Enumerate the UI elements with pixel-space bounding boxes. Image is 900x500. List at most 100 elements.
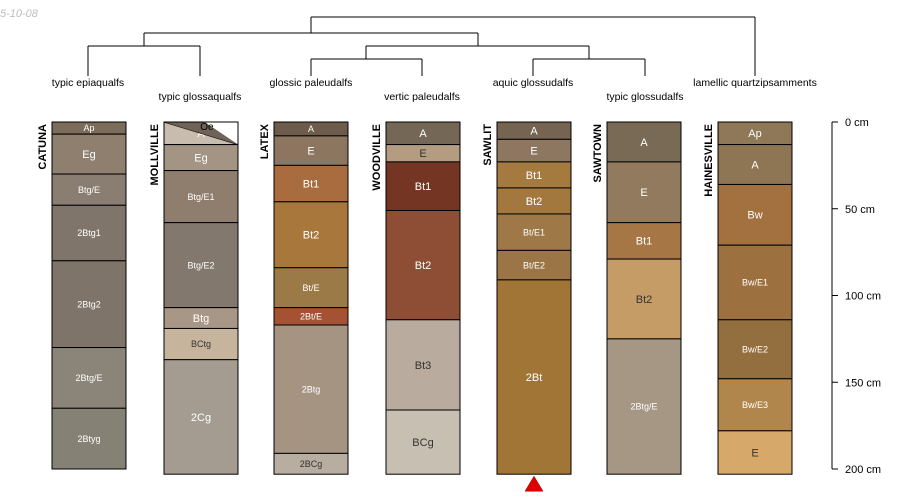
profile-name: MOLLVILLE [149,124,161,186]
horizon-sawlit-5 [496,213,572,251]
horizon-label: 2Cg [191,412,211,424]
horizon-label: A [640,137,648,149]
horizon-hainesville-2 [717,144,793,185]
taxon-label: vertic paleudalfs [384,91,460,103]
horizon-woodville-5 [385,319,461,411]
horizon-latex-8 [273,452,349,475]
horizon-label: 2Btg [302,384,321,394]
horizon-label: 2Btg1 [77,228,101,238]
depth-tick-label: 200 cm [845,464,881,476]
horizon-woodville-4 [385,209,461,321]
horizon-catuna-2 [51,133,127,175]
depth-tick-label: 50 cm [845,204,875,216]
profile-name: SAWLIT [482,124,494,166]
horizon-label: E [307,145,314,157]
horizon-label: E [640,187,647,199]
profile-name: WOODVILLE [371,124,383,191]
horizon-label: A [751,159,759,171]
horizon-label: BCg [412,437,433,449]
horizon-label: A [530,126,538,138]
depth-tick-label: 150 cm [845,377,881,389]
horizon-label: Bt1 [415,181,432,193]
profile-mollville: A Eg Btg/E1 Btg/E2 Btg BCtg 2Cg Oe MOLLVILLE [149,121,239,475]
horizon-label: Btg/E2 [187,260,214,270]
horizon-label: A [308,124,314,134]
horizon-label: E [419,148,426,160]
taxon-label: typic epiaqualfs [52,77,124,89]
profile-sawlit: AE Bt1 Bt2 Bt/E1 Bt/E2 2Bt SAWLIT [482,121,572,492]
horizon-catuna-3 [51,173,127,206]
horizon-label: Bw/E1 [742,278,768,288]
profile-latex: A E Bt1 Bt2 Bt/E 2Bt/E 2Btg 2BCg LATEX [259,121,349,475]
horizon-label: Eg [82,149,95,161]
oe-shade [164,122,238,145]
horizon-label: Bw/E2 [742,344,768,354]
horizon-label: Btg/E [78,185,100,195]
horizon-label: A [419,128,427,140]
taxon-label: typic glossudalfs [606,91,683,103]
horizon-label: Bt3 [415,360,432,372]
profile-catuna: Ap Eg Btg/E 2Btg1 2Btg2 2Btg/E 2Btyg CATUNA [37,121,127,470]
horizon-label: 2Bt [526,372,543,384]
profile-name: LATEX [259,123,271,159]
depth-tick-label: 0 cm [845,117,869,129]
horizon-label: 2Bt/E [300,311,322,321]
horizon-label: 2Btg/E [630,402,657,412]
horizon-latex-5 [273,267,349,309]
taxon-labels: typic epiaqualfs typic glossaqualfs glossi… [52,77,817,103]
profile-name: HAINESVILLE [703,124,715,197]
horizon-mollville-7 [163,359,239,475]
horizon-catuna-7 [51,407,127,470]
horizon-mollville-6 [163,327,239,361]
triangle-marker-icon [524,475,544,492]
horizon-sawtown-5 [606,338,682,475]
horizon-mollville-4 [163,222,239,309]
horizon-label: Ap [83,123,94,133]
horizon-label: 2BCg [300,459,323,469]
taxon-label: aquic glossudalfs [493,77,574,89]
horizon-label: Bt1 [303,178,320,190]
horizon-sawtown-3 [606,222,682,260]
horizon-label: E [530,145,537,157]
horizon-label: Btg/E1 [187,192,214,202]
horizon-label: 2Btg2 [77,299,101,309]
horizon-hainesville-7 [717,430,793,475]
horizon-label: Bt2 [303,230,320,242]
profile-name: SAWTOWN [592,124,604,183]
horizon-woodville-3 [385,161,461,211]
horizon-label: Ap [748,128,761,140]
horizon-label: BCtg [191,339,211,349]
horizon-latex-7 [273,324,349,454]
depth-tick-label: 100 cm [845,291,881,303]
horizon-label: E [751,447,758,459]
profile-hainesville: Ap A Bw Bw/E1 Bw/E2 Bw/E3 E HAINESVILLE [703,121,793,475]
horizon-label: Bt/E1 [523,227,545,237]
horizon-sawlit-7 [496,279,572,475]
profile-name: CATUNA [37,124,49,170]
horizon-sawtown-1 [606,121,682,163]
horizon-label: Btg [193,313,210,325]
oe-label: Oe [200,122,214,133]
profile-woodville: AE Bt1 Bt2 Bt3 BCg WOODVILLE [371,121,461,475]
horizon-label: 2Btyg [77,434,100,444]
horizon-label: Bt1 [636,236,653,248]
horizon-latex-4 [273,201,349,269]
horizon-label: Bt2 [415,260,432,272]
horizon-woodville-6 [385,409,461,475]
horizon-catuna-6 [51,347,127,409]
oe-frame [163,121,239,146]
horizon-label: Bt/E2 [523,260,545,270]
horizon-label: Bt1 [526,170,543,182]
horizon-latex-3 [273,164,349,203]
horizon-latex-2 [273,135,349,166]
horizon-mollville-3 [163,170,239,224]
taxon-label: glossic paleudalfs [270,77,353,89]
horizon-hainesville-3 [717,183,793,246]
horizon-label: Bt2 [526,196,543,208]
horizon-label: Eg [194,152,207,164]
horizon-hainesville-4 [717,244,793,321]
horizon-sawlit-3 [496,161,572,189]
horizon-hainesville-6 [717,378,793,432]
date-stamp: 5-10-08 [0,8,38,20]
